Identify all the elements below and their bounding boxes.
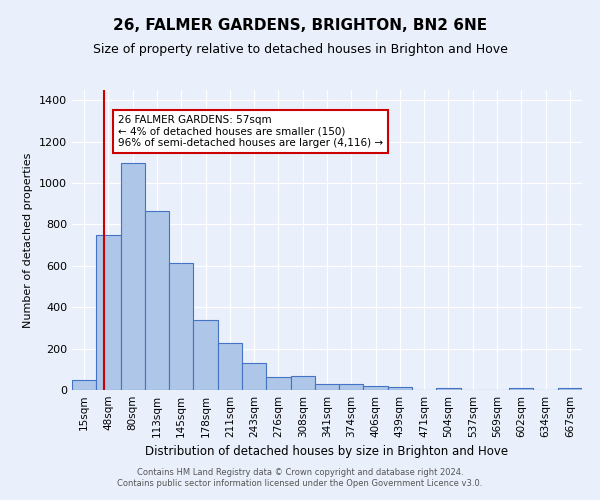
Bar bbox=[364, 386, 388, 390]
Text: Size of property relative to detached houses in Brighton and Hove: Size of property relative to detached ho… bbox=[92, 42, 508, 56]
Bar bbox=[96, 235, 121, 390]
Bar bbox=[218, 343, 242, 390]
Bar bbox=[145, 211, 169, 390]
Bar bbox=[436, 388, 461, 390]
Bar bbox=[193, 320, 218, 390]
X-axis label: Distribution of detached houses by size in Brighton and Hove: Distribution of detached houses by size … bbox=[145, 446, 509, 458]
Y-axis label: Number of detached properties: Number of detached properties bbox=[23, 152, 34, 328]
Bar bbox=[315, 384, 339, 390]
Text: 26 FALMER GARDENS: 57sqm
← 4% of detached houses are smaller (150)
96% of semi-d: 26 FALMER GARDENS: 57sqm ← 4% of detache… bbox=[118, 115, 383, 148]
Bar bbox=[121, 164, 145, 390]
Bar bbox=[388, 387, 412, 390]
Bar bbox=[266, 376, 290, 390]
Bar bbox=[339, 384, 364, 390]
Bar bbox=[290, 376, 315, 390]
Bar bbox=[558, 388, 582, 390]
Text: Contains HM Land Registry data © Crown copyright and database right 2024.
Contai: Contains HM Land Registry data © Crown c… bbox=[118, 468, 482, 487]
Bar bbox=[72, 380, 96, 390]
Text: 26, FALMER GARDENS, BRIGHTON, BN2 6NE: 26, FALMER GARDENS, BRIGHTON, BN2 6NE bbox=[113, 18, 487, 32]
Bar bbox=[242, 363, 266, 390]
Bar bbox=[509, 388, 533, 390]
Bar bbox=[169, 264, 193, 390]
